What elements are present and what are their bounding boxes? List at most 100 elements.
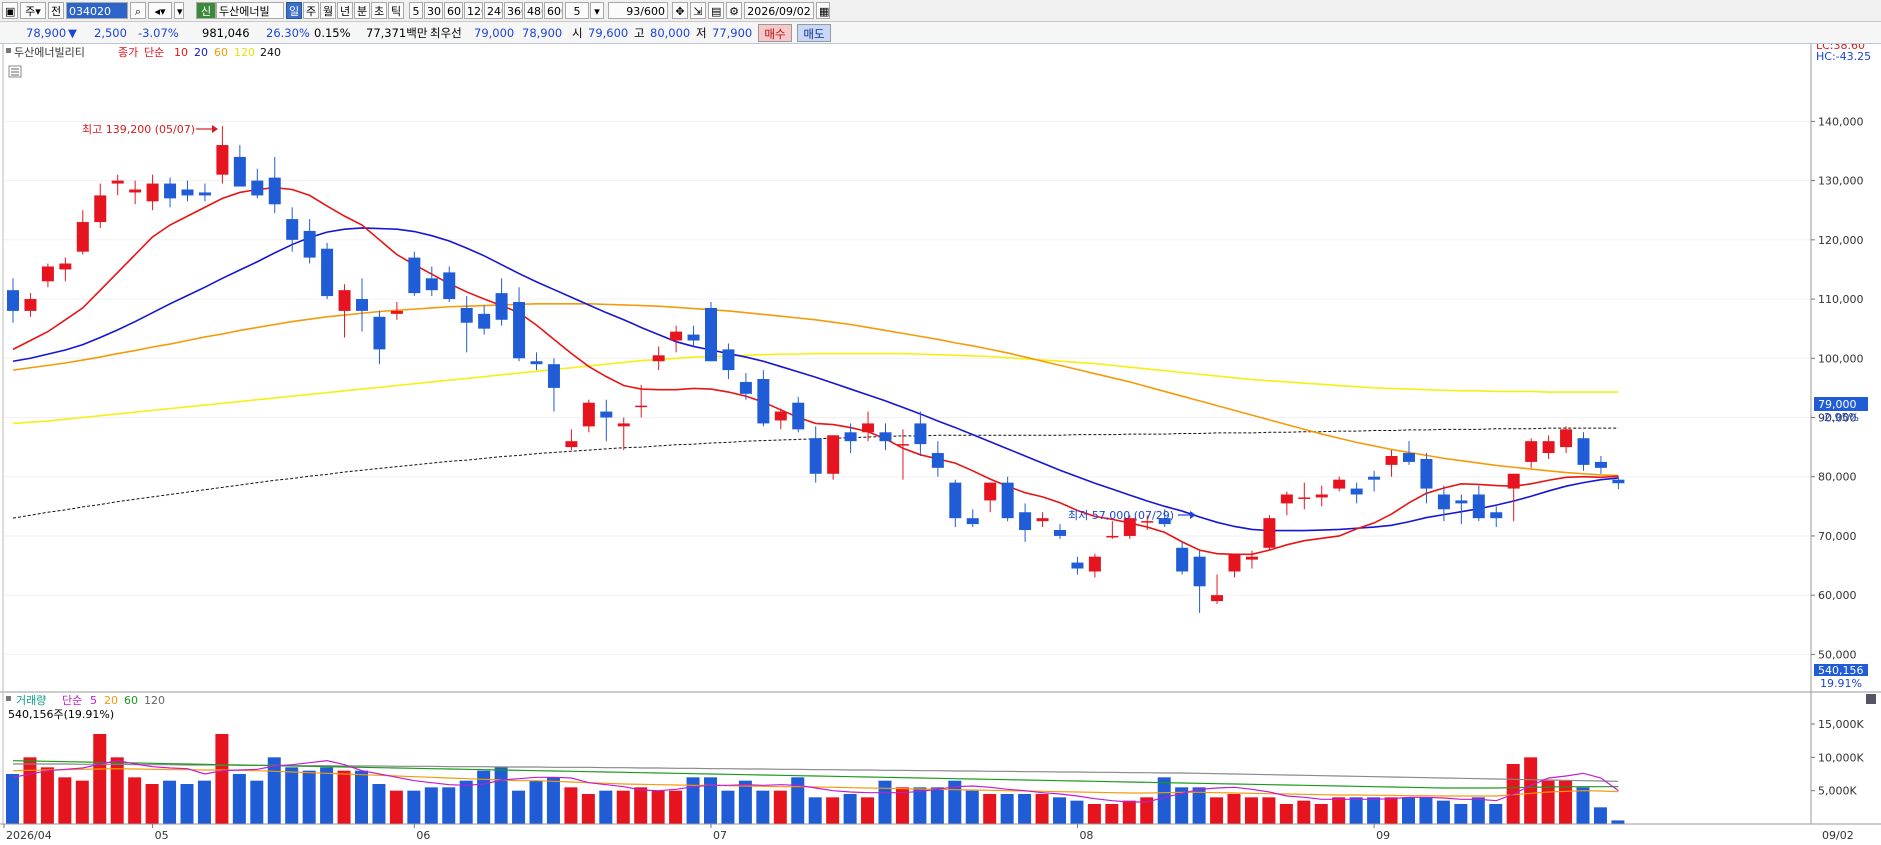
volume-bar-72 bbox=[1262, 797, 1276, 824]
candle-body-20 bbox=[356, 299, 368, 311]
volume-bar-67 bbox=[1175, 787, 1189, 824]
save-icon[interactable]: ▤ bbox=[708, 2, 724, 19]
period-tab-2[interactable]: 월 bbox=[320, 2, 336, 19]
candle-body-29 bbox=[513, 302, 526, 359]
minute-button-30[interactable]: 30 bbox=[424, 2, 443, 19]
candle-body-23 bbox=[408, 257, 421, 294]
minute-button-240[interactable]: 240 bbox=[484, 2, 503, 19]
buy-button[interactable]: 매수 bbox=[758, 24, 792, 42]
period-tab-6[interactable]: 틱 bbox=[388, 2, 404, 19]
count-display[interactable]: 93/600 bbox=[608, 2, 668, 19]
crosshair-icon[interactable]: ✥ bbox=[672, 2, 688, 19]
volume-bar-74 bbox=[1297, 800, 1311, 824]
volume-bar-69 bbox=[1210, 797, 1224, 824]
current-volume-pct: 19.91% bbox=[1820, 677, 1862, 690]
volume-bar-41 bbox=[721, 790, 735, 824]
volume-panel-button[interactable] bbox=[1866, 694, 1876, 704]
candle-body-52 bbox=[914, 423, 927, 445]
minute-button-360[interactable]: 360 bbox=[504, 2, 523, 19]
candle-body-40 bbox=[705, 307, 717, 362]
volume-bar-3 bbox=[58, 777, 72, 824]
volume-bar-57 bbox=[1000, 794, 1014, 824]
period-tab-3[interactable]: 년 bbox=[337, 2, 353, 19]
minute-button-480[interactable]: 480 bbox=[524, 2, 543, 19]
volume-bar-40 bbox=[704, 777, 717, 824]
period-tab-5[interactable]: 초 bbox=[371, 2, 387, 19]
volume-bar-50 bbox=[878, 780, 892, 824]
candle-body-44 bbox=[774, 411, 787, 421]
volume-tick-label-2: 5,000K bbox=[1818, 785, 1857, 798]
unit-input[interactable]: 5 bbox=[565, 2, 589, 19]
volume-bar-87 bbox=[1524, 757, 1538, 824]
candle-body-57 bbox=[1001, 482, 1014, 519]
change-pct: -3.07% bbox=[138, 26, 179, 40]
candle-body-74 bbox=[1298, 497, 1311, 499]
end-date-label: 09/02 bbox=[1822, 829, 1854, 842]
gear-icon[interactable]: ⚙ bbox=[726, 2, 742, 19]
candle-body-53 bbox=[931, 453, 944, 468]
quote-bar: 78,900 ▼ 2,500 -3.07% 981,046 26.30% 0.1… bbox=[0, 22, 1881, 44]
volume-bar-56 bbox=[983, 794, 997, 824]
minute-button-60[interactable]: 60 bbox=[444, 2, 463, 19]
candle-body-33 bbox=[582, 402, 595, 427]
volume-bar-47 bbox=[826, 797, 840, 824]
candle-body-80 bbox=[1403, 453, 1415, 462]
candle-body-16 bbox=[286, 219, 299, 240]
current-volume-tag bbox=[1814, 664, 1868, 676]
stock-chart[interactable]: 두산에너빌리티 종가 단순 10 20 60 120 240 거래량 단순 5 … bbox=[0, 44, 1881, 845]
volume-bar-5 bbox=[93, 734, 107, 824]
volume-bar-45 bbox=[791, 777, 805, 824]
unit-spin-icon[interactable]: ▾ bbox=[590, 2, 604, 19]
volume-bar-51 bbox=[895, 787, 909, 824]
calendar-icon[interactable]: ▦ bbox=[816, 2, 830, 19]
candle-body-68 bbox=[1193, 556, 1206, 587]
speaker-icon[interactable]: ◂▾ bbox=[148, 2, 172, 19]
market-select[interactable]: 주▾ bbox=[20, 2, 46, 19]
volume-value: 981,046 bbox=[202, 26, 250, 40]
candle-body-0 bbox=[7, 290, 19, 311]
period-tab-0[interactable]: 일 bbox=[286, 2, 302, 19]
price-tick-label-0: 140,000 bbox=[1818, 115, 1864, 128]
volume-legend-ma5: 5 bbox=[90, 694, 97, 707]
stock-code-input[interactable]: 034020 bbox=[66, 2, 128, 19]
candle-body-92 bbox=[1612, 479, 1625, 484]
volume-bar-7 bbox=[128, 777, 142, 824]
volume-ma20-polyline bbox=[12, 768, 1619, 797]
volume-bar-81 bbox=[1419, 797, 1433, 824]
chevron-down-icon[interactable]: ▾ bbox=[174, 2, 184, 19]
price-tick-label-8: 60,000 bbox=[1818, 589, 1857, 602]
candle-body-18 bbox=[321, 248, 334, 297]
candle-body-87 bbox=[1525, 441, 1538, 462]
minute-button-120[interactable]: 120 bbox=[464, 2, 483, 19]
candle-body-67 bbox=[1176, 547, 1189, 572]
candle-body-32 bbox=[565, 441, 578, 448]
volume-bar-0 bbox=[6, 774, 19, 824]
zoom-icon[interactable]: ⇲ bbox=[690, 2, 706, 19]
volume-legend-label: 거래량 bbox=[16, 694, 46, 707]
prefix-button[interactable]: 전 bbox=[48, 2, 64, 19]
volume-bar-85 bbox=[1489, 804, 1503, 824]
sell-button[interactable]: 매도 bbox=[797, 24, 831, 42]
date-input[interactable]: 2026/09/02 bbox=[744, 2, 814, 19]
period-tab-1[interactable]: 주 bbox=[303, 2, 319, 19]
volume-bar-62 bbox=[1087, 804, 1101, 824]
hc-label: HC:-43.25 bbox=[1816, 50, 1871, 63]
candle-body-1 bbox=[24, 299, 37, 311]
low-arrow-icon bbox=[1190, 511, 1196, 519]
volume-bar-14 bbox=[250, 780, 264, 824]
candle-body-56 bbox=[984, 482, 997, 501]
volume-bar-42 bbox=[738, 780, 752, 824]
candle-body-7 bbox=[129, 189, 142, 193]
minute-button-5[interactable]: 5 bbox=[409, 2, 423, 19]
search-icon[interactable]: ⌕ bbox=[130, 2, 146, 19]
volume-bar-4 bbox=[75, 780, 89, 824]
candle-body-82 bbox=[1437, 494, 1450, 510]
volume-bar-58 bbox=[1018, 794, 1032, 824]
date-label-0: 2026/04 bbox=[6, 829, 52, 842]
current-price-tag bbox=[1814, 397, 1868, 411]
period-tab-4[interactable]: 분 bbox=[354, 2, 370, 19]
window-icon[interactable]: ▣ bbox=[2, 2, 18, 19]
candle-body-59 bbox=[1036, 518, 1049, 522]
minute-button-600[interactable]: 600 bbox=[544, 2, 563, 19]
candle-body-30 bbox=[530, 361, 543, 365]
